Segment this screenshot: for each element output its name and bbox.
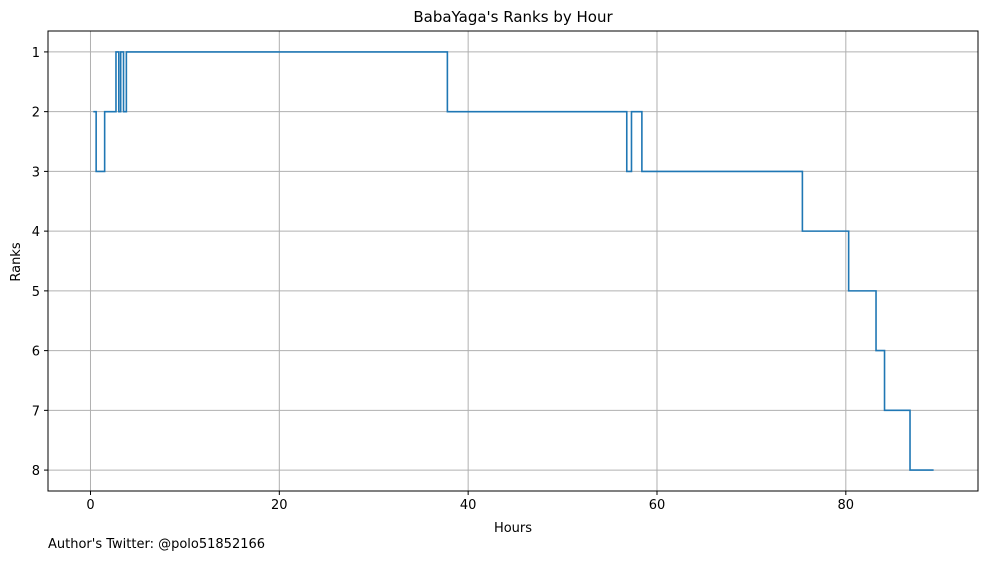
x-axis-label: Hours [494,521,532,536]
x-tick-label: 80 [838,498,855,513]
chart-title: BabaYaga's Ranks by Hour [413,8,613,26]
y-tick-label: 3 [32,165,40,180]
y-tick-label: 7 [32,404,40,419]
series-line [93,51,934,471]
y-tick-label: 4 [32,225,40,240]
author-credit: Author's Twitter: @polo51852166 [48,537,266,552]
x-tick-label: 60 [649,498,666,513]
plot-frame [47,30,979,492]
y-tick-label: 6 [32,345,40,360]
y-tick-label: 2 [32,106,40,121]
x-tick-label: 40 [460,498,477,513]
y-tick-label: 1 [32,46,40,61]
x-tick-label: 0 [86,498,94,513]
y-axis-ticks: 1 2 3 4 5 6 7 8 [32,46,48,479]
grid-lines [48,31,978,491]
y-axis-label: Ranks [9,242,24,281]
y-tick-label: 8 [32,464,40,479]
series-line-group [93,51,934,471]
y-tick-label: 5 [32,285,40,300]
x-axis-ticks: 0 20 40 60 80 [86,491,854,513]
x-tick-label: 20 [271,498,288,513]
